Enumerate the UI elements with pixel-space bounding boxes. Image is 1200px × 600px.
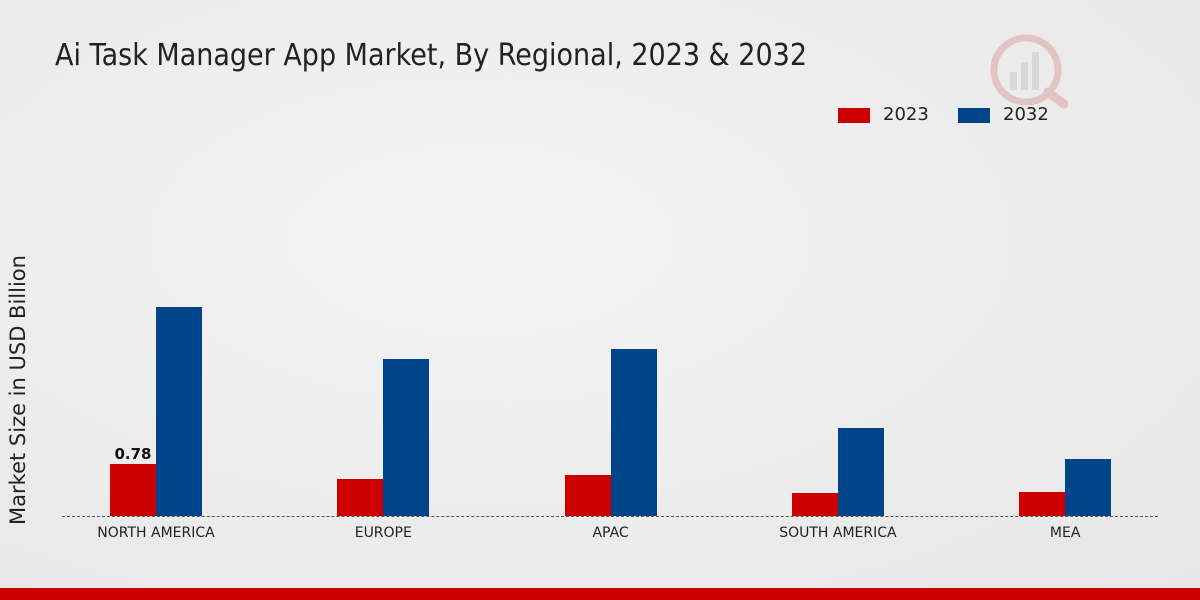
footer-bar	[0, 588, 1200, 600]
bar	[337, 479, 384, 516]
bar	[110, 463, 156, 516]
logo	[990, 34, 1069, 109]
chart-title: Ai Task Manager App Market, By Regional,…	[55, 38, 808, 73]
bar	[791, 493, 838, 516]
data-label: 0.78	[114, 444, 152, 463]
legend-label: 2023	[883, 104, 929, 125]
baseline	[62, 516, 1158, 517]
y-axis-label: Market Size in USD Billion	[6, 255, 30, 525]
bar	[610, 349, 657, 516]
x-tick-label: NORTH AMERICA	[97, 525, 215, 541]
x-tick-label: SOUTH AMERICA	[779, 525, 897, 541]
x-tick-label: MEA	[1049, 525, 1081, 541]
legend-swatch	[838, 108, 870, 123]
bar	[383, 359, 430, 516]
x-tick-label: EUROPE	[354, 525, 412, 541]
bar	[1019, 491, 1066, 516]
x-tick-label: APAC	[592, 525, 629, 541]
bar	[564, 475, 611, 516]
legend-swatch	[958, 108, 990, 123]
bar	[837, 427, 884, 516]
bar	[156, 307, 202, 516]
bar	[1065, 459, 1112, 516]
legend-label: 2032	[1003, 104, 1049, 125]
